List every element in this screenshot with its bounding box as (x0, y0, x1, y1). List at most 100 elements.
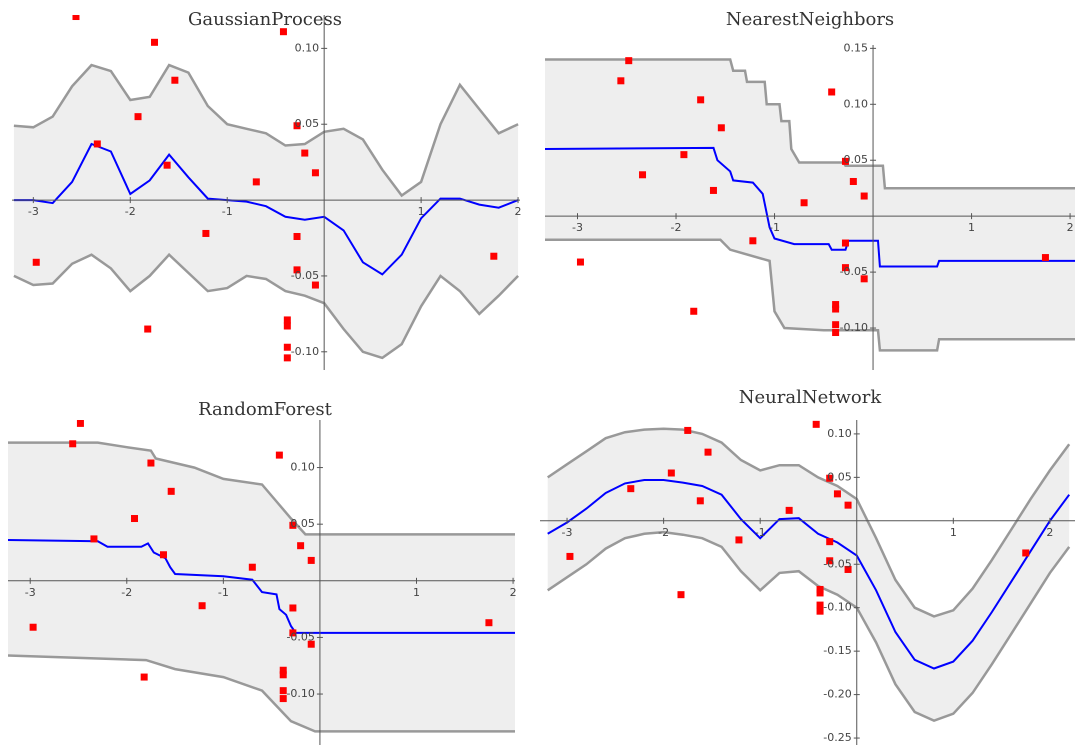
y-tick-label: -0.10 (823, 601, 851, 614)
plot-area (546, 397, 1071, 723)
data-point (76, 420, 84, 427)
y-tick-label: -0.05 (286, 630, 314, 643)
data-point (144, 325, 152, 333)
data-point (151, 38, 159, 46)
data-point (826, 557, 834, 565)
x-tick-label: -1 (222, 205, 233, 218)
data-point (832, 329, 840, 337)
data-point (279, 666, 287, 674)
data-point (717, 124, 725, 132)
y-tick-label: -0.05 (291, 269, 319, 282)
data-point (684, 426, 692, 434)
band-area (545, 59, 1075, 351)
y-tick-label: 0.10 (844, 97, 869, 110)
data-point (667, 469, 675, 477)
data-point (735, 536, 743, 544)
data-point (279, 28, 287, 36)
data-point (252, 178, 260, 186)
band-lower (8, 654, 515, 733)
data-point (828, 88, 836, 96)
x-tick-label: 1 (413, 586, 420, 599)
data-point (307, 640, 315, 648)
data-point (860, 192, 868, 200)
plot-area (8, 420, 515, 733)
data-point (625, 57, 633, 65)
band-lower (547, 530, 1071, 723)
data-point (1041, 254, 1049, 262)
chart-title: RandomForest (198, 399, 333, 420)
data-point (283, 322, 291, 330)
x-tick-label: -3 (28, 205, 39, 218)
x-tick-label: 2 (1067, 221, 1074, 234)
x-tick-label: -3 (572, 221, 583, 234)
y-tick-label: -0.25 (823, 731, 851, 744)
band-lower (13, 252, 519, 360)
data-point (490, 252, 498, 260)
data-point (283, 343, 291, 351)
y-tick-label: -0.05 (840, 265, 868, 278)
y-tick-label: 0.10 (295, 41, 320, 54)
panel: -3 -2 -1 1 2 -0.10 -0.05 0.05 0.10 GaussianProces… (12, 9, 522, 370)
band-area (8, 442, 515, 732)
band-upper (546, 427, 1071, 618)
data-point (131, 515, 139, 523)
x-tick-label: -2 (671, 221, 682, 234)
data-point (844, 565, 852, 573)
y-tick-label: -0.05 (823, 557, 851, 570)
y-tick-label: 0.15 (844, 41, 869, 54)
data-point (293, 266, 301, 274)
prediction-line (547, 479, 1071, 670)
data-point (289, 629, 297, 637)
data-point (283, 354, 291, 362)
y-tick-label: 0.10 (827, 427, 852, 440)
data-point (147, 459, 155, 467)
data-point (832, 301, 840, 309)
data-point (163, 161, 171, 169)
panel: -3 -2 -1 1 2 -0.10 -0.05 0.05 0.10 RandomForest (8, 399, 517, 745)
data-point (311, 169, 319, 177)
data-point (248, 563, 256, 571)
x-tick-label: -1 (769, 221, 780, 234)
band-upper (8, 441, 515, 536)
x-tick-label: 1 (968, 221, 975, 234)
data-point (566, 552, 574, 560)
data-point (72, 15, 80, 21)
data-point (826, 474, 834, 482)
data-point (696, 497, 704, 505)
data-point (832, 321, 840, 329)
data-point (680, 151, 688, 159)
x-tick-label: -2 (125, 205, 136, 218)
data-point (826, 538, 834, 546)
y-tick-label: -0.10 (286, 687, 314, 700)
x-tick-label: -3 (25, 586, 36, 599)
x-tick-label: 2 (510, 586, 517, 599)
data-point (849, 177, 857, 185)
band-upper (13, 63, 519, 198)
x-tick-label: -2 (121, 586, 132, 599)
data-point (279, 671, 287, 679)
data-point (749, 237, 757, 245)
data-point (293, 232, 301, 240)
data-point (32, 258, 40, 266)
data-point (279, 687, 287, 695)
data-point (800, 199, 808, 207)
data-point (485, 619, 493, 627)
data-point (832, 305, 840, 313)
x-tick-label: -1 (755, 526, 766, 539)
data-point (833, 490, 841, 498)
data-point (690, 307, 698, 315)
data-point (816, 601, 824, 609)
data-point (275, 451, 283, 459)
data-point (311, 281, 319, 289)
data-point (614, 397, 621, 404)
x-tick-label: 1 (950, 526, 957, 539)
data-point (202, 229, 210, 237)
panel: -3 -2 -1 1 2 -0.10 -0.05 0.05 0.10 0.15 NearestNei… (545, 9, 1075, 370)
band-upper (545, 58, 1075, 190)
data-point (639, 171, 647, 179)
y-tick-label: 0.05 (295, 117, 320, 130)
data-point (90, 535, 98, 543)
data-point (812, 420, 820, 428)
data-point (93, 140, 101, 148)
